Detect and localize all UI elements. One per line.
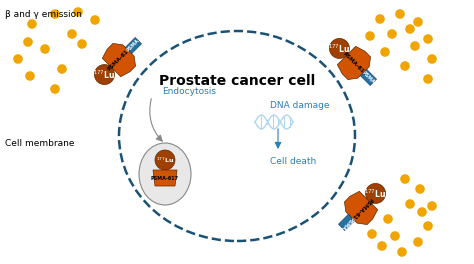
Circle shape	[380, 47, 390, 57]
Polygon shape	[338, 214, 355, 230]
Circle shape	[390, 231, 400, 241]
Text: Cell death: Cell death	[270, 158, 316, 167]
Circle shape	[410, 41, 420, 51]
Circle shape	[413, 17, 423, 27]
Text: Prostate cancer cell: Prostate cancer cell	[159, 74, 315, 88]
Circle shape	[365, 183, 385, 204]
Ellipse shape	[139, 143, 191, 205]
Circle shape	[423, 221, 433, 231]
Circle shape	[40, 44, 50, 54]
Circle shape	[13, 54, 23, 64]
Text: β and γ emission: β and γ emission	[5, 10, 82, 19]
Text: PSMA-617: PSMA-617	[342, 51, 368, 77]
Polygon shape	[153, 170, 177, 186]
Circle shape	[50, 9, 60, 19]
Circle shape	[417, 207, 427, 217]
Text: PSMA: PSMA	[361, 70, 376, 85]
Circle shape	[400, 174, 410, 184]
Circle shape	[365, 31, 375, 41]
Circle shape	[329, 39, 349, 58]
Text: DNA damage: DNA damage	[270, 101, 329, 111]
Circle shape	[155, 150, 175, 170]
Circle shape	[427, 201, 437, 211]
Circle shape	[90, 15, 100, 25]
Circle shape	[427, 54, 437, 64]
Circle shape	[405, 199, 415, 209]
Circle shape	[423, 74, 433, 84]
Text: PSMA: PSMA	[126, 38, 141, 53]
Circle shape	[77, 39, 87, 49]
Circle shape	[413, 237, 423, 247]
Circle shape	[387, 29, 397, 39]
Text: PSMA: PSMA	[339, 215, 354, 230]
Circle shape	[23, 37, 33, 47]
Text: $^{177}$Lu: $^{177}$Lu	[156, 155, 174, 165]
Circle shape	[405, 24, 415, 34]
Text: Cell membrane: Cell membrane	[5, 139, 74, 148]
Polygon shape	[345, 191, 378, 225]
Circle shape	[367, 229, 377, 239]
Circle shape	[397, 247, 407, 257]
Text: Endocytosis: Endocytosis	[162, 87, 216, 97]
Circle shape	[27, 19, 37, 29]
Text: $^{177}$Lu: $^{177}$Lu	[328, 42, 351, 55]
Circle shape	[94, 65, 114, 84]
Circle shape	[383, 214, 393, 224]
Circle shape	[67, 29, 77, 39]
Text: PSMA-617: PSMA-617	[347, 196, 373, 222]
Circle shape	[57, 64, 67, 74]
Circle shape	[50, 84, 60, 94]
Circle shape	[400, 61, 410, 71]
Polygon shape	[337, 46, 371, 79]
Text: $^{177}$Lu: $^{177}$Lu	[365, 187, 387, 200]
Circle shape	[375, 14, 385, 24]
Text: PSMA-617: PSMA-617	[151, 176, 179, 181]
Text: PSMA-617: PSMA-617	[107, 46, 133, 72]
Circle shape	[73, 7, 83, 17]
Circle shape	[415, 184, 425, 194]
Polygon shape	[102, 44, 136, 77]
Circle shape	[423, 34, 433, 44]
Text: $^{177}$Lu: $^{177}$Lu	[93, 68, 116, 81]
Circle shape	[395, 9, 405, 19]
Circle shape	[25, 71, 35, 81]
Circle shape	[377, 241, 387, 251]
Polygon shape	[125, 37, 142, 54]
Polygon shape	[360, 69, 376, 86]
